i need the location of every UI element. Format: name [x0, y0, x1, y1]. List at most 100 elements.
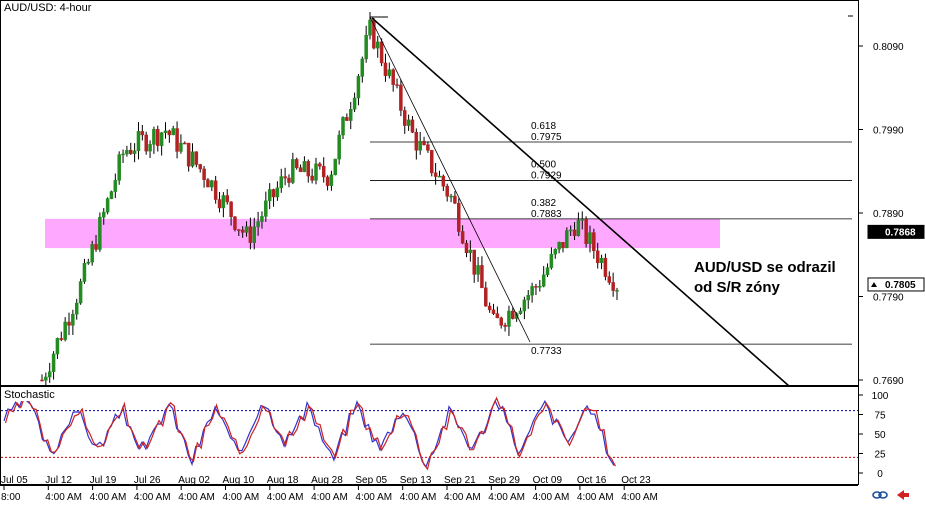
candle-up — [260, 216, 264, 222]
candle-down — [298, 167, 303, 173]
candle-down — [495, 313, 500, 319]
candle-down — [472, 249, 476, 275]
candle-down — [603, 257, 608, 277]
stochastic-pane — [0, 386, 859, 485]
date-label: Oct 23 — [621, 475, 651, 486]
candle-down — [399, 84, 403, 111]
candle-up — [105, 198, 110, 213]
candle-down — [572, 229, 577, 236]
candle-down — [318, 163, 322, 167]
candle-down — [445, 185, 449, 197]
stoch-d-line — [4, 395, 617, 471]
candle-up — [387, 69, 392, 76]
price-tick-label: 0.7790 — [873, 293, 904, 304]
candle-up — [329, 174, 334, 186]
candle-down — [503, 325, 507, 327]
candle-down — [595, 250, 600, 264]
time-label: 4:00 AM — [311, 492, 348, 503]
candle-down — [233, 216, 237, 230]
candle-up — [364, 35, 368, 60]
date-label: Sep 13 — [400, 475, 432, 486]
candle-down — [213, 180, 218, 200]
candle-up — [545, 267, 550, 276]
candle-up — [576, 219, 581, 236]
date-label: Oct 16 — [577, 475, 607, 486]
price-tick-label: 0.7890 — [873, 209, 904, 220]
stoch-axis: 100 75 50 25 0 — [858, 391, 889, 480]
candle-down — [433, 172, 438, 177]
candle-down — [345, 117, 349, 121]
date-label: Sep 05 — [355, 475, 387, 486]
fib-price-label: 0.7883 — [531, 209, 562, 220]
candle-down — [395, 84, 399, 86]
candle-down — [140, 131, 145, 136]
candle-up — [418, 140, 422, 151]
candle-up — [71, 313, 75, 326]
price-badge — [867, 224, 925, 239]
time-label: 4:00 AM — [444, 492, 481, 503]
candle-up — [449, 195, 453, 198]
candle-up — [360, 58, 365, 77]
candle-up — [148, 144, 152, 152]
candle-down — [379, 41, 384, 64]
candle-down — [414, 132, 419, 151]
price-badge — [867, 277, 925, 292]
candle-down — [198, 164, 202, 170]
candle-down — [464, 242, 469, 254]
chain-link-icon[interactable] — [872, 488, 888, 500]
candle-down — [310, 175, 314, 181]
candle-up — [314, 163, 318, 181]
date-label: Jul 26 — [134, 475, 161, 486]
candle-up — [264, 200, 268, 217]
candle-up — [136, 131, 141, 152]
price-tick-label: 0.7990 — [873, 126, 904, 137]
candle-up — [580, 219, 585, 221]
candle-down — [240, 229, 245, 233]
candle-up — [109, 191, 114, 199]
candle-down — [584, 219, 588, 244]
candle-down — [167, 130, 172, 136]
arrow-logo-icon[interactable] — [896, 488, 910, 500]
candle-up — [47, 371, 52, 378]
candlesticks — [40, 12, 619, 386]
candle-down — [487, 305, 492, 311]
candle-up — [279, 176, 284, 189]
candle-up — [121, 153, 125, 156]
candle-down — [325, 176, 330, 186]
candle-down — [271, 189, 276, 198]
candle-down — [484, 287, 488, 307]
stoch-tick-label: 25 — [874, 450, 886, 461]
fib-price-label: 0.7975 — [531, 132, 562, 143]
candle-up — [90, 244, 94, 263]
candle-up — [256, 221, 260, 228]
time-label: 4:00 AM — [488, 492, 525, 503]
candle-down — [453, 195, 457, 204]
candle-up — [526, 294, 530, 301]
candle-up — [74, 302, 79, 315]
candle-down — [403, 110, 407, 126]
candle-up — [113, 180, 118, 192]
time-label: 4:00 AM — [577, 492, 614, 503]
candle-up — [159, 132, 164, 146]
candle-up — [132, 150, 137, 154]
date-label: Jul 05 — [1, 475, 28, 486]
candle-up — [588, 232, 592, 244]
candle-up — [356, 76, 361, 99]
time-label: 4:00 AM — [533, 492, 570, 503]
candle-down — [67, 321, 71, 326]
indicator-label: Stochastic — [3, 389, 56, 401]
candle-up — [78, 281, 83, 304]
stoch-tick-label: 100 — [872, 391, 889, 402]
candle-down — [441, 175, 446, 187]
date-label: Sep 21 — [444, 475, 476, 486]
candle-up — [101, 211, 106, 218]
price-tick-label: 0.7690 — [873, 376, 904, 387]
date-label: Aug 10 — [223, 475, 255, 486]
candle-up — [538, 285, 542, 288]
candle-down — [183, 142, 187, 145]
date-label: Oct 09 — [533, 475, 563, 486]
candle-up — [557, 242, 561, 250]
candle-up — [599, 257, 604, 264]
